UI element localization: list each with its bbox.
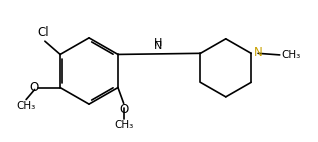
Text: CH₃: CH₃ — [281, 50, 300, 60]
Text: N: N — [254, 46, 263, 59]
Text: CH₃: CH₃ — [17, 101, 36, 111]
Text: N: N — [153, 41, 162, 51]
Text: O: O — [119, 103, 128, 116]
Text: H: H — [153, 38, 162, 48]
Text: Cl: Cl — [38, 26, 49, 39]
Text: CH₃: CH₃ — [114, 120, 133, 130]
Text: O: O — [29, 81, 38, 94]
